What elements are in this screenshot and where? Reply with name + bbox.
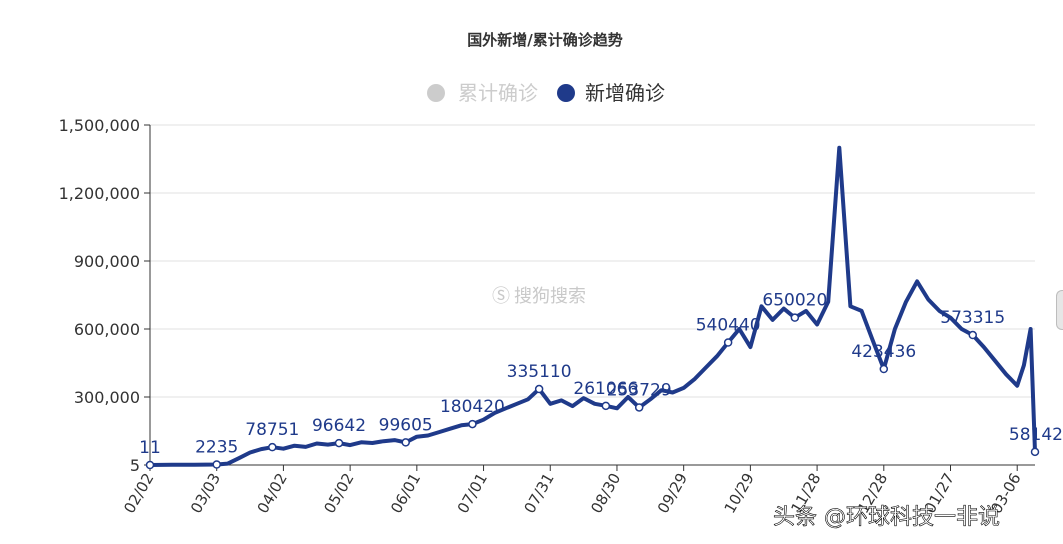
x-tick-label: 06/01 <box>387 470 424 516</box>
x-tick-label: 07/31 <box>521 470 558 516</box>
y-tick-label: 5 <box>130 456 140 475</box>
legend-label-new: 新增确诊 <box>585 81 665 105</box>
data-label: 573315 <box>940 308 1005 328</box>
data-label: 650020 <box>762 291 827 311</box>
legend-label-cumulative: 累计确诊 <box>458 81 538 105</box>
data-point-marker <box>401 438 410 447</box>
y-tick-label: 300,000 <box>74 388 140 407</box>
data-label-layer: 11 2235 78751 96642 99605 1804203351102610662… <box>139 291 1063 470</box>
data-label: 58142 <box>1009 425 1063 445</box>
data-point-marker <box>879 364 889 374</box>
x-tick-label: 10/29 <box>721 470 758 516</box>
credit-watermark: 头条 @环球科技一非说 <box>773 505 1000 530</box>
x-tick-label: 02/02 <box>120 470 157 516</box>
chart-title: 国外新增/累计确诊趋势 <box>467 31 622 49</box>
x-tick-label: 08/30 <box>587 470 624 516</box>
data-point-marker <box>268 442 277 452</box>
data-point-marker <box>145 460 155 470</box>
data-label: 253729 <box>607 380 672 400</box>
y-tick-label: 900,000 <box>74 252 140 271</box>
data-label: 11 <box>139 438 161 458</box>
data-label: 335110 <box>507 362 572 382</box>
watermark-text: 搜狗搜索 <box>514 286 586 307</box>
x-tick-label: 03/03 <box>187 470 224 516</box>
data-label: 2235 <box>195 437 238 457</box>
legend-item-cumulative[interactable]: 累计确诊 <box>427 81 538 105</box>
side-scroll-tab[interactable] <box>1056 290 1063 330</box>
data-point-marker <box>534 384 544 394</box>
x-tick-label: 04/02 <box>254 470 291 516</box>
legend: 累计确诊 新增确诊 <box>427 81 665 105</box>
watermark: Ⓢ 搜狗搜索 <box>492 286 586 307</box>
series-line-new-cases <box>148 145 1037 467</box>
y-axis: 5 300,000 600,000 900,000 1,200,000 1,500,000 <box>59 116 151 475</box>
data-label: 96642 <box>312 416 366 436</box>
x-tick-label: 09/29 <box>654 470 691 516</box>
watermark-icon: Ⓢ <box>492 286 510 307</box>
legend-item-new[interactable]: 新增确诊 <box>557 81 665 105</box>
data-label: 78751 <box>245 420 299 440</box>
x-tick-label: 05/02 <box>320 470 357 516</box>
data-point-marker <box>723 338 733 347</box>
legend-marker-cumulative <box>427 84 445 102</box>
data-point-marker <box>601 401 611 411</box>
x-tick-label: 07/01 <box>454 470 491 516</box>
data-point-marker <box>334 438 344 448</box>
gridlines <box>150 124 1035 466</box>
data-label: 180420 <box>440 397 505 417</box>
legend-marker-new <box>557 84 575 102</box>
y-tick-label: 1,500,000 <box>59 116 140 135</box>
data-label: 423436 <box>851 342 916 362</box>
data-point-marker <box>968 330 977 340</box>
y-tick-label: 600,000 <box>74 320 140 339</box>
data-point-marker <box>1030 447 1040 457</box>
data-label: 99605 <box>379 415 433 435</box>
data-point-marker <box>468 419 477 429</box>
data-point-marker <box>790 313 800 322</box>
data-point-marker <box>634 403 644 412</box>
data-point-marker <box>212 460 221 469</box>
y-tick-label: 1,200,000 <box>59 184 140 203</box>
data-label: 540440 <box>696 316 761 336</box>
series-layer <box>148 145 1037 467</box>
data-label: 261066 <box>573 379 638 399</box>
